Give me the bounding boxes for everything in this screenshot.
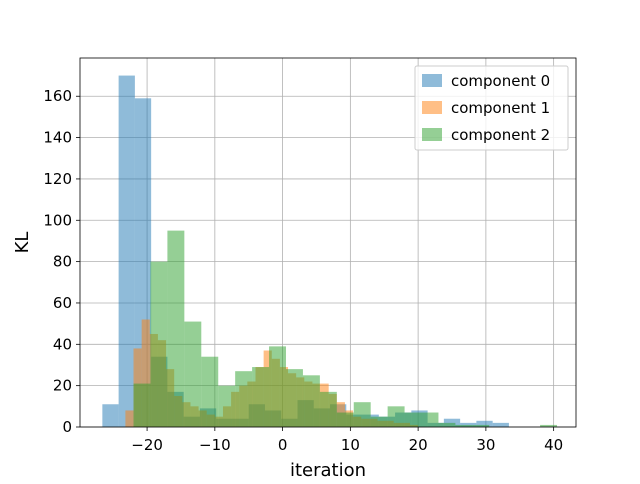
y-tick-label: 100 — [43, 211, 72, 229]
y-tick-label: 80 — [53, 253, 72, 271]
histogram-bar — [370, 416, 388, 427]
histogram-bar — [118, 75, 135, 428]
y-tick-label: 40 — [53, 335, 72, 353]
histogram-bar — [404, 412, 422, 427]
y-tick-label: 0 — [62, 418, 72, 436]
histogram-bar — [102, 404, 119, 427]
histogram-bar — [150, 261, 168, 427]
x-tick-label: 20 — [409, 436, 428, 454]
histogram-bar — [218, 385, 236, 427]
histogram-bar — [336, 412, 354, 427]
histogram-bar — [353, 402, 371, 427]
histogram-bar — [387, 406, 405, 427]
axis-ticks: −20 −10 0 10 20 30 40 0 20 40 60 80 100 120 140 160 — [43, 87, 563, 454]
histogram-bar — [472, 424, 490, 427]
histogram-bar — [269, 346, 286, 427]
histogram-bar — [252, 367, 270, 427]
x-tick-label: −20 — [131, 436, 163, 454]
y-axis-label: KL — [12, 232, 33, 254]
histogram-bar — [476, 420, 493, 427]
histogram-bar — [455, 424, 473, 427]
bars — [102, 75, 558, 428]
histogram-bar — [235, 371, 253, 427]
legend-box — [414, 65, 569, 151]
legend: component 0 component 1 component 2 — [414, 65, 569, 151]
y-tick-label: 140 — [43, 129, 72, 147]
histogram-bar — [201, 356, 219, 427]
y-tick-label: 60 — [53, 294, 72, 312]
y-tick-label: 160 — [43, 87, 72, 105]
legend-label: component 0 — [451, 72, 550, 90]
legend-label: component 2 — [451, 126, 550, 144]
x-tick-label: −10 — [199, 436, 231, 454]
x-tick-label: 0 — [278, 436, 288, 454]
x-tick-label: 40 — [544, 436, 563, 454]
legend-swatch — [422, 101, 442, 114]
y-tick-label: 20 — [53, 377, 72, 395]
histogram-bar — [421, 412, 439, 427]
histogram-bar — [125, 410, 134, 427]
histogram-bar — [184, 321, 202, 427]
histogram-bar — [141, 319, 150, 427]
histogram-bar — [167, 230, 185, 427]
y-tick-label: 120 — [43, 170, 72, 188]
histogram-bar — [492, 422, 509, 427]
legend-label: component 1 — [451, 99, 550, 117]
x-axis-label: iteration — [290, 460, 366, 480]
legend-swatch — [422, 128, 442, 141]
histogram-bar — [540, 424, 558, 427]
x-tick-label: 10 — [341, 436, 360, 454]
histogram-bar — [133, 383, 151, 427]
histogram-bar — [285, 369, 303, 427]
plot-frame — [79, 57, 577, 428]
legend-swatch — [422, 74, 442, 87]
x-tick-label: 30 — [476, 436, 495, 454]
histogram-bar — [438, 422, 456, 427]
histogram-bar — [319, 391, 337, 427]
histogram-bar — [302, 375, 320, 427]
series-2 — [133, 230, 558, 427]
